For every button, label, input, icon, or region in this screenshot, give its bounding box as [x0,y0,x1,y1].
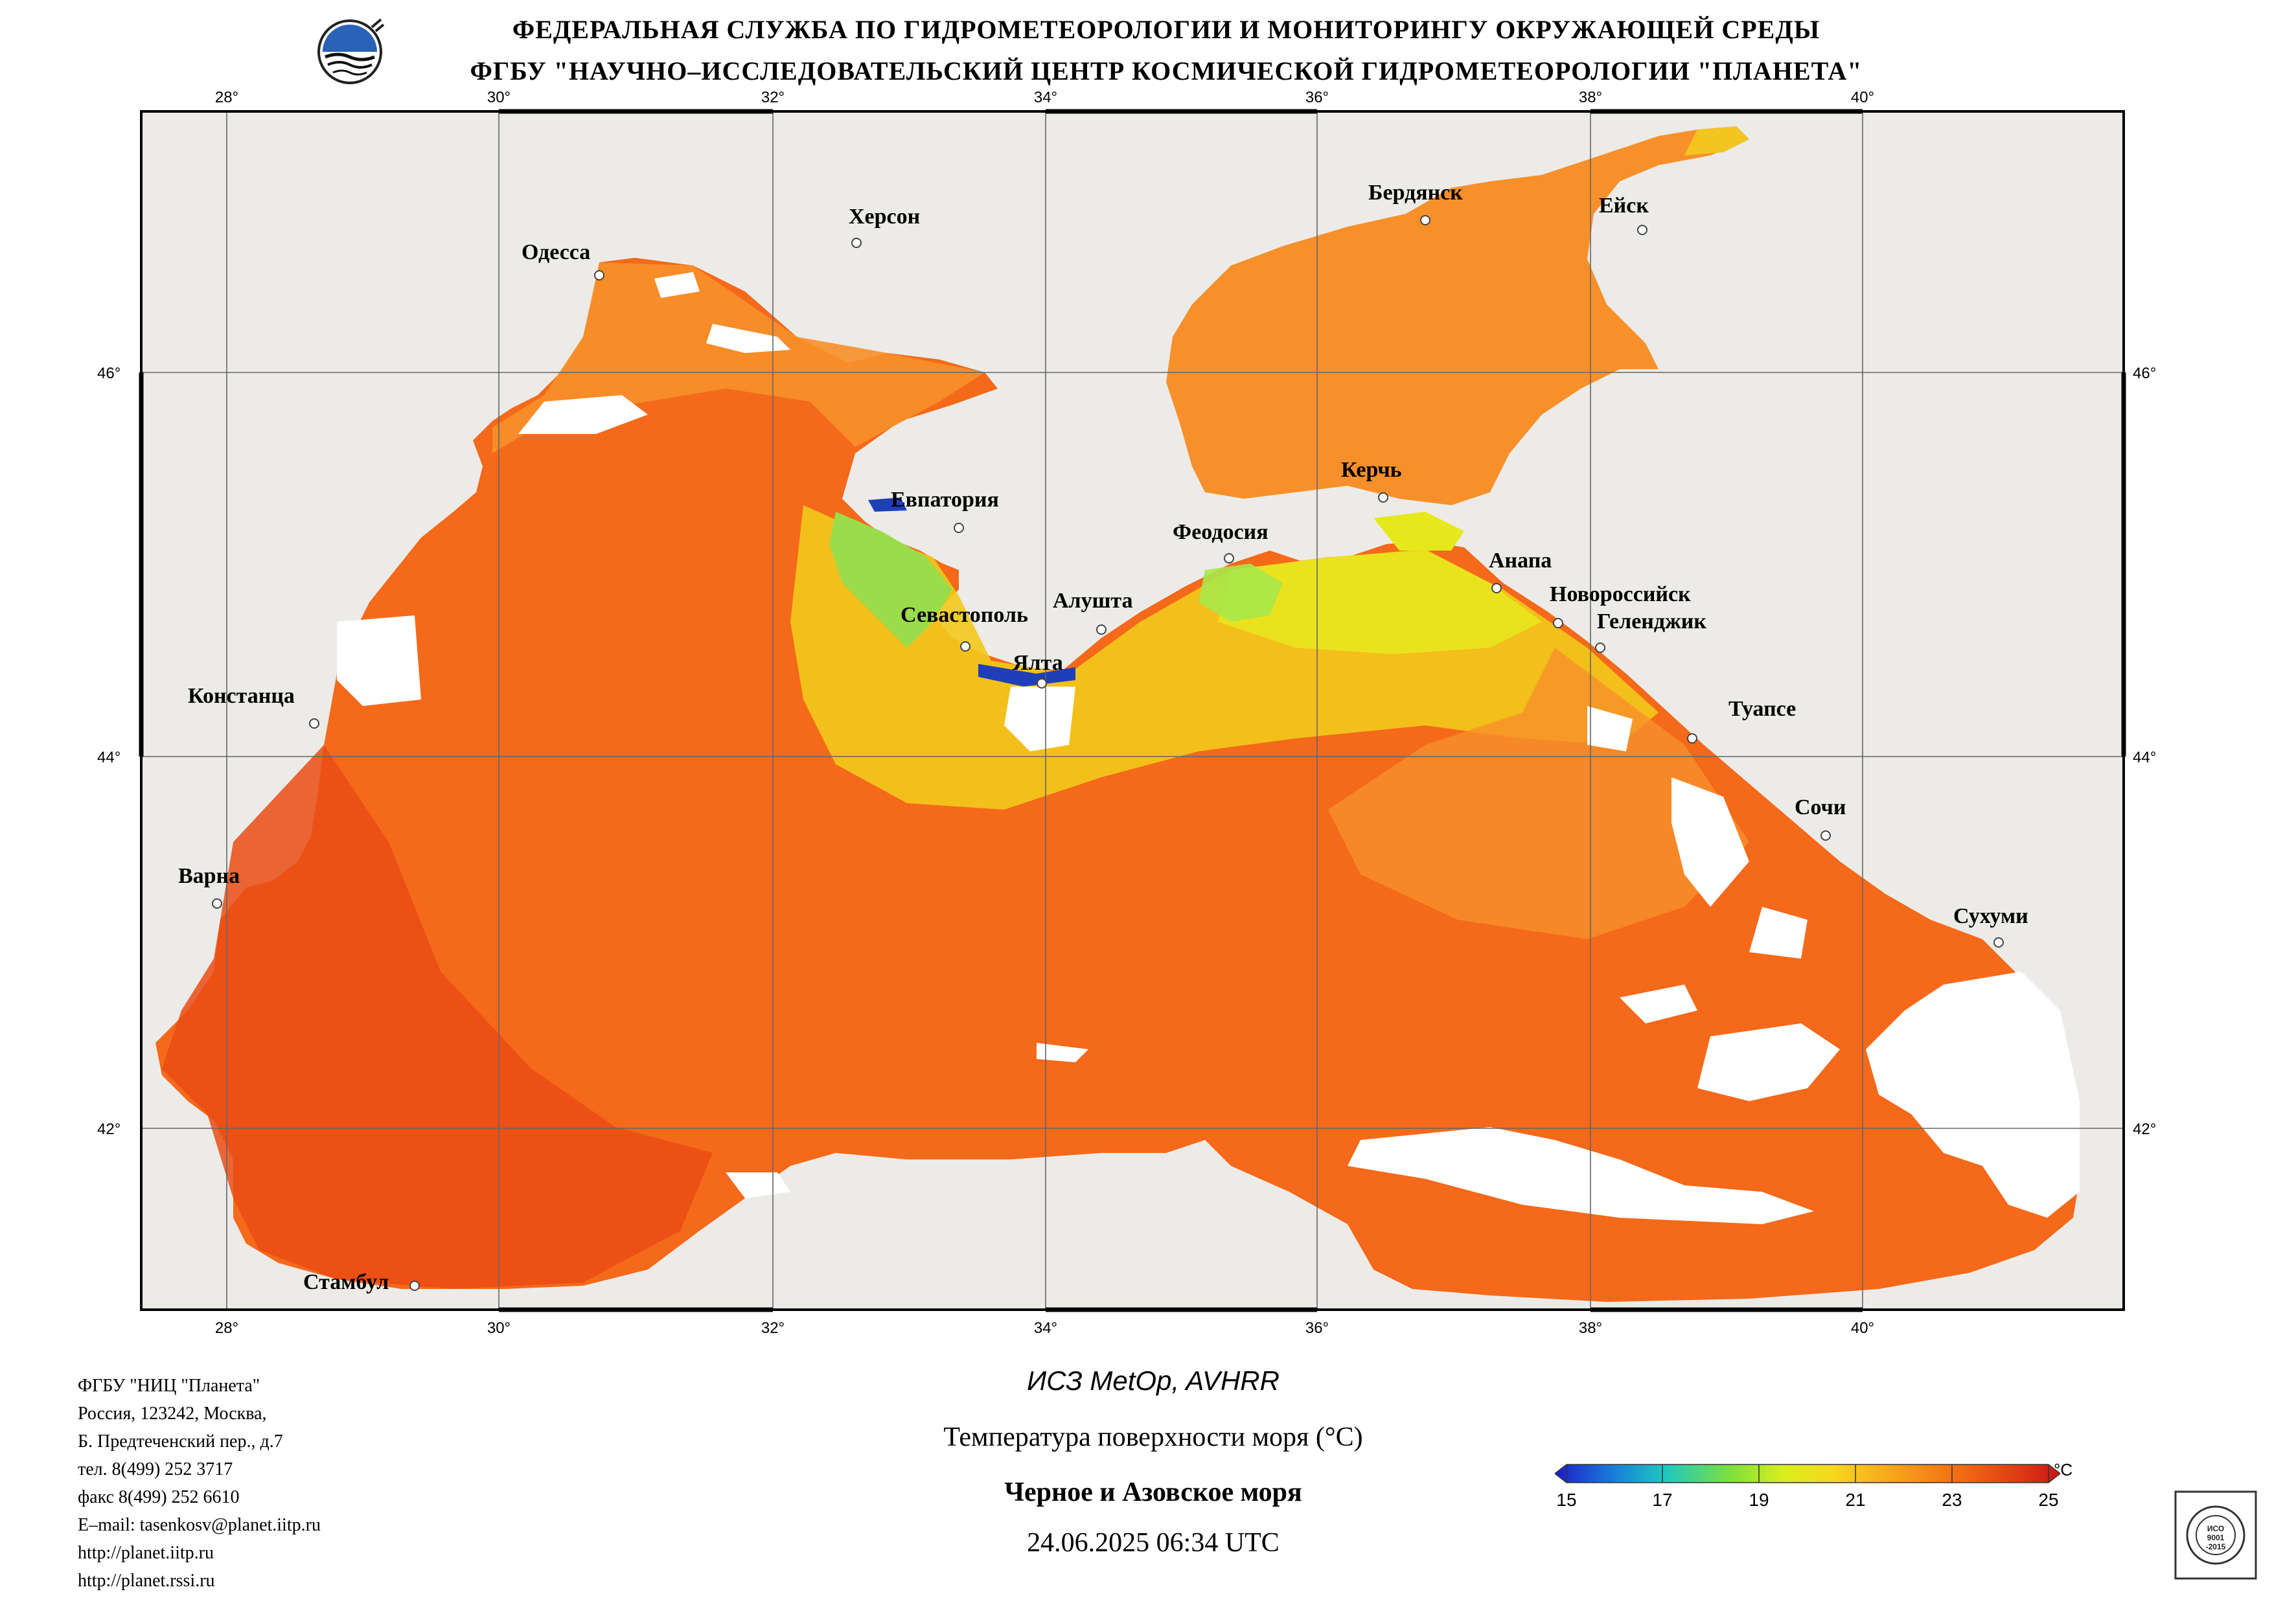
scale-tick: 21 [1845,1490,1866,1510]
city-label: Новороссийск [1550,582,1691,606]
sst-warm-west [162,745,713,1289]
lon-label: 40° [1851,1319,1874,1337]
satellite-sensor: ИСЗ MetOp, AVHRR [1027,1365,1280,1396]
lat-label: 42° [97,1121,121,1138]
svg-text:9001: 9001 [2207,1533,2225,1542]
city-label: Анапа [1489,549,1552,573]
city-label: Варна [178,864,240,888]
lon-label: 28° [215,1319,238,1337]
lon-label: 30° [487,89,511,106]
org-line: ФГБУ "НИЦ "Планета" [78,1376,260,1396]
city-label: Сухуми [1953,904,2028,928]
org-email[interactable]: E–mail: tasenkosv@planet.iitp.ru [78,1515,321,1535]
scale-tick: 15 [1556,1490,1577,1510]
frame-ticks [139,109,2126,1312]
color-scale-bar [1555,1464,2060,1483]
lon-label: 36° [1305,89,1329,106]
sst-coldest-yalta [978,664,1075,687]
scale-tick: 17 [1652,1490,1673,1510]
sst-cold-spot-sevastopol [829,512,952,648]
graticule [141,111,2124,1310]
iso-certification-stamp-icon: ИСО 9001 -2015 [2174,1490,2257,1580]
scale-tick: 23 [1942,1490,1962,1510]
sst-kerch [1373,512,1464,551]
city-label: Феодосия [1173,520,1269,544]
sst-cooler-band [1218,549,1542,654]
lon-label: 40° [1851,89,1874,106]
city-label: Севастополь [901,603,1028,627]
color-scale-unit: °C [2054,1460,2073,1479]
lon-label: 32° [761,1319,785,1337]
lon-label: 32° [761,89,785,106]
azov-sea [1166,126,1749,505]
lon-label: 38° [1579,1319,1602,1337]
lat-labels: 46° 44° 42° 46° 44° 42° [97,365,2156,1138]
org-contacts: ФГБУ "НИЦ "Планета" Россия, 123242, Моск… [78,1372,321,1595]
black-sea [155,258,2080,1302]
sst-coldest-evpatoria [868,497,907,512]
city-label: Бердянск [1368,181,1463,205]
city-label: Алушта [1053,589,1132,613]
lon-label: 34° [1034,89,1057,106]
header-center: ФГБУ "НАУЧНО–ИССЛЕДОВАТЕЛЬСКИЙ ЦЕНТР КОС… [470,56,1863,85]
sst-cold-spot-feodosia [1199,564,1283,622]
region-title: Черное и Азовское моря [1004,1477,1302,1507]
lat-label: 46° [2133,365,2156,382]
cities: Одесса Херсон Бердянск Ейск Евпатория Ке… [178,181,2028,1294]
azov-cool-edge [1684,126,1749,155]
org-link[interactable]: http://planet.iitp.ru [78,1543,214,1563]
city-label: Сочи [1795,795,1846,819]
header-agency: ФЕДЕРАЛЬНАЯ СЛУЖБА ПО ГИДРОМЕТЕОРОЛОГИИ … [512,15,1820,44]
lon-label: 28° [215,89,238,106]
org-line: факс 8(499) 252 6610 [78,1487,240,1507]
city-label: Одесса [522,240,590,264]
color-scale-ticks: 15 17 19 21 23 25 [1555,1490,2073,1516]
lat-label: 44° [97,749,121,766]
lon-label: 30° [487,1319,511,1337]
sst-east-mid [1328,648,1749,939]
org-link[interactable]: http://planet.rssi.ru [78,1571,215,1591]
product-title: Температура поверхности моря (°C) [943,1422,1363,1452]
city-label: Ейск [1599,194,1649,218]
lat-label: 42° [2133,1121,2156,1138]
city-label: Ялта [1013,651,1063,675]
svg-text:ИСО: ИСО [2207,1524,2224,1533]
city-label: Евпатория [891,488,999,512]
observation-datetime: 24.06.2025 06:34 UTC [1027,1528,1280,1558]
city-label: Керчь [1341,458,1402,482]
scale-tick: 25 [2038,1490,2059,1510]
header: ФЕДЕРАЛЬНАЯ СЛУЖБА ПО ГИДРОМЕТЕОРОЛОГИИ … [0,0,2296,97]
scale-tick: 19 [1749,1490,1769,1510]
city-label: Стамбул [303,1270,389,1294]
org-line: тел. 8(499) 252 3717 [78,1459,233,1479]
lon-label: 34° [1034,1319,1057,1337]
lon-labels-bottom: 28° 30° 32° 34° 36° 38° 40° [215,1319,1874,1337]
lat-label: 44° [2133,749,2156,766]
city-label: Туапсе [1728,697,1796,721]
city-label: Констанца [188,684,295,708]
lon-labels-top: 28° 30° 32° 34° 36° 38° 40° [215,89,1874,106]
city-label: Херсон [849,205,920,229]
org-line: Б. Предтеченский пер., д.7 [78,1431,283,1452]
cloud-mask [337,272,2080,1224]
org-line: Россия, 123242, Москва, [78,1404,267,1424]
planeta-logo-icon [317,18,385,84]
lon-label: 36° [1305,1319,1329,1337]
svg-text:-2015: -2015 [2206,1542,2226,1551]
lon-label: 38° [1579,89,1602,106]
lat-label: 46° [97,365,121,382]
city-label: Геленджик [1597,610,1706,633]
